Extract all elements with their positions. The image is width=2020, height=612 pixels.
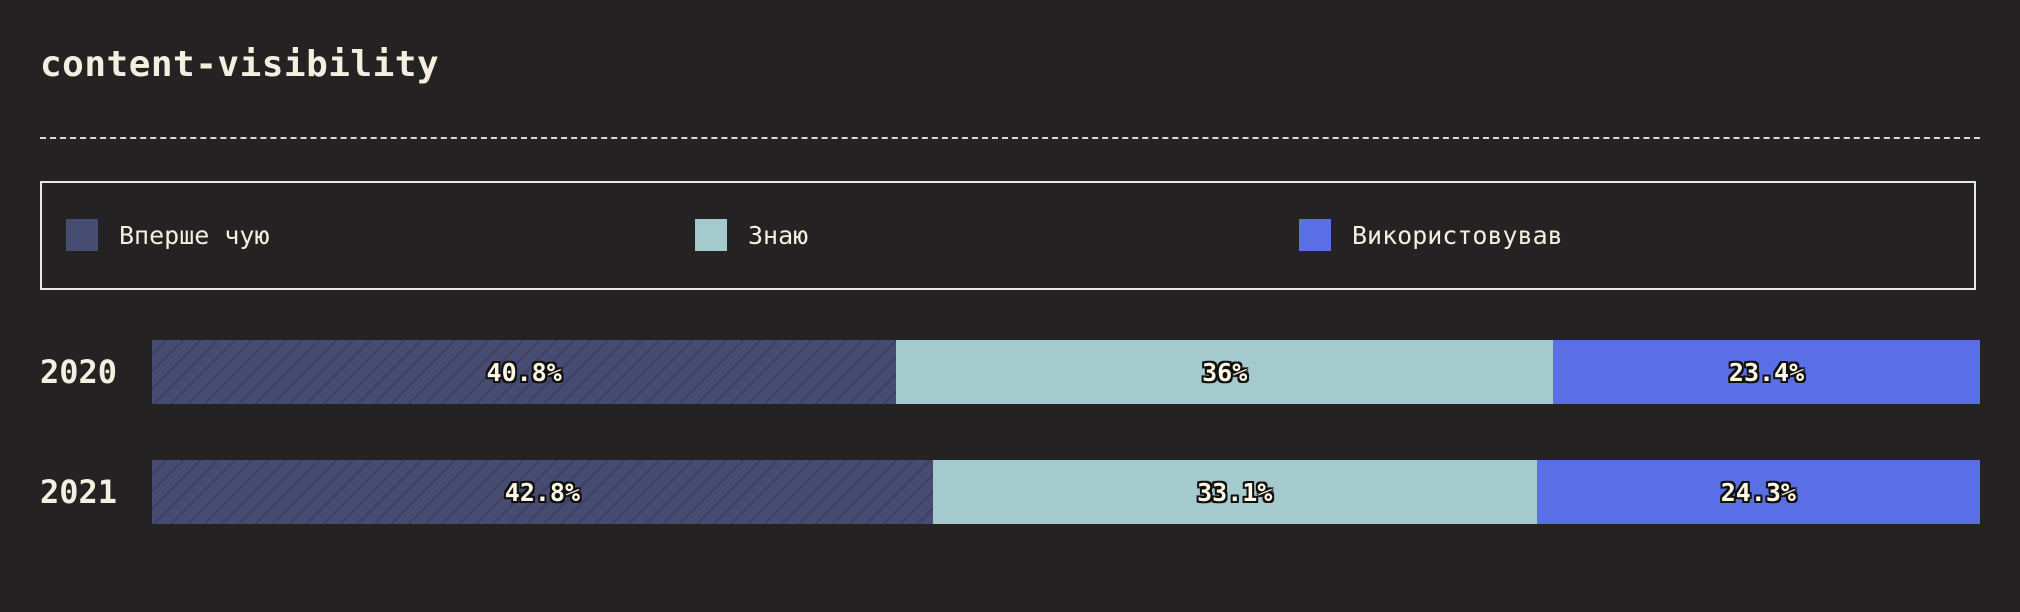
bar-segment-2020-1[interactable]: 36% [896, 340, 1554, 404]
bar-row-2020: 40.8% 36% 23.4% [152, 340, 1980, 404]
legend-label-1: Знаю [748, 220, 809, 250]
data-label-2021-0: 42.8% [504, 477, 581, 507]
legend-swatch-0 [66, 219, 98, 251]
data-label-2020-1: 36% [1202, 357, 1248, 387]
legend-swatch-1 [695, 219, 727, 251]
chart-title: content-visibility [40, 44, 440, 85]
data-label-2020-2: 23.4% [1728, 357, 1805, 387]
legend-item-1[interactable]: Знаю [695, 218, 808, 252]
bar-segment-2020-0[interactable]: 40.8% [152, 340, 897, 404]
title-divider [40, 137, 1980, 139]
legend-item-2[interactable]: Використовував [1299, 218, 1563, 252]
bar-segment-2021-0[interactable]: 42.8% [152, 460, 933, 524]
bar-row-2021: 42.8% 33.1% 24.3% [152, 460, 1980, 524]
legend-label-0: Вперше чую [119, 220, 270, 250]
bar-segment-2021-1[interactable]: 33.1% [932, 460, 1537, 524]
row-label-2020: 2020 [40, 353, 118, 391]
row-label-2021: 2021 [40, 473, 118, 511]
legend-item-0[interactable]: Вперше чую [66, 218, 270, 252]
legend-label-2: Використовував [1352, 220, 1563, 250]
data-label-2021-2: 24.3% [1720, 477, 1796, 507]
bar-segment-2020-2[interactable]: 23.4% [1553, 340, 1980, 404]
data-label-2021-1: 33.1% [1197, 477, 1273, 507]
legend: Вперше чую Знаю Використовував [40, 181, 1976, 290]
data-label-2020-0: 40.8% [486, 357, 562, 387]
legend-swatch-2 [1299, 219, 1331, 251]
bar-segment-2021-2[interactable]: 24.3% [1536, 460, 1980, 524]
